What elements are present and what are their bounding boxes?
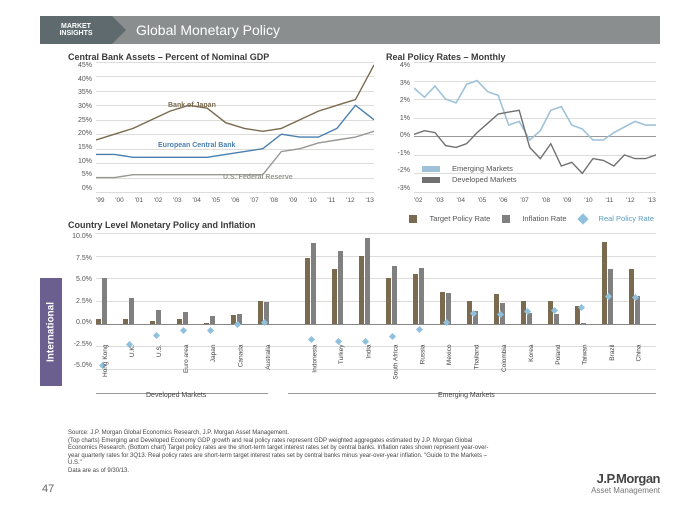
section-tab-international: International (40, 278, 62, 386)
label-ecb: European Central Bank (158, 142, 235, 149)
legend-em: Emerging Markets (452, 164, 513, 173)
jpm-logo: J.P.Morgan Asset Management (591, 471, 660, 495)
logo-line2: Asset Management (591, 486, 660, 495)
chart-real-policy-rates: Real Policy Rates – Monthly 4%3%2%1%0%-1… (386, 52, 660, 207)
region-em: Emerging Markets (438, 392, 495, 399)
legend-infl: Inflation Rate (522, 214, 566, 223)
legend-target: Target Policy Rate (429, 214, 490, 223)
chart-tr-yaxis: 4%3%2%1%0%-1%-2%-3% (386, 62, 410, 192)
footer-source: Source: J.P. Morgan Global Economics Res… (68, 430, 498, 438)
chart-b-xaxis: Hong KongU.K.U.S.Euro areaJapanCanadaAus… (96, 369, 656, 391)
region-dev: Developed Markets (146, 392, 206, 399)
footer-date: Data are as of 9/30/13. (68, 468, 498, 476)
chart-b-legend: Target Policy Rate Inflation Rate Real P… (409, 214, 654, 223)
chart-tl-svg (96, 62, 374, 192)
chart-tr-xaxis: '02'03'04'05'06'07'08'09'10'11'12'13 (414, 197, 656, 204)
chart-tl-title: Central Bank Assets – Percent of Nominal… (68, 52, 378, 62)
insights-l2: INSIGHTS (59, 30, 92, 37)
header-strip: MARKET INSIGHTS Global Monetary Policy (40, 16, 660, 44)
chart-tl-yaxis: 45%40%35%30%25%20%15%10%5%0% (68, 62, 92, 192)
footer-note: (Top charts) Emerging and Developed Econ… (68, 438, 498, 468)
chart-tr-legend: Emerging Markets Developed Markets (422, 164, 517, 184)
label-boj: Bank of Japan (168, 102, 216, 109)
chart-b-title: Country Level Monetary Policy and Inflat… (68, 220, 256, 230)
market-insights-tag: MARKET INSIGHTS (40, 16, 112, 44)
chart-tl-xaxis: '99'00'01'02'03'04'05'06'07'08'09'10'11'… (96, 197, 374, 204)
legend-dm: Developed Markets (452, 175, 517, 184)
page-title: Global Monetary Policy (136, 22, 280, 38)
chart-b-yaxis: 10.0%7.5%5.0%2.5%0.0%-2.5%-5.0% (68, 233, 92, 369)
logo-line1: J.P.Morgan (591, 471, 660, 486)
chart-central-bank-assets: Central Bank Assets – Percent of Nominal… (68, 52, 378, 207)
label-fed: U.S. Federal Reserve (223, 174, 293, 181)
insights-l1: MARKET (61, 23, 91, 30)
legend-real: Real Policy Rate (599, 214, 654, 223)
page-number: 47 (42, 483, 54, 495)
chart-tr-title: Real Policy Rates – Monthly (386, 52, 660, 62)
chart-b-bars (96, 233, 656, 369)
footer-text: Source: J.P. Morgan Global Economics Res… (68, 430, 498, 475)
chart-country-level: Country Level Monetary Policy and Inflat… (68, 215, 660, 387)
